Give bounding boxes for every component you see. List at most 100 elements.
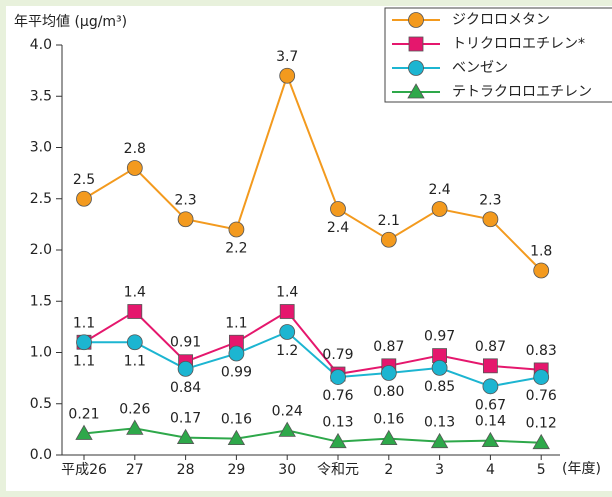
data-label: 0.87 xyxy=(373,339,404,355)
data-label: 0.67 xyxy=(475,397,506,413)
legend-marker xyxy=(408,36,424,52)
point-marker xyxy=(76,190,92,207)
data-label: 1.8 xyxy=(530,244,552,260)
data-label: 0.16 xyxy=(221,412,252,428)
data-label: 1.4 xyxy=(276,285,298,301)
y-tick-label: 2.0 xyxy=(30,242,52,258)
x-tick-label: 28 xyxy=(177,462,195,478)
x-tick-label: 2 xyxy=(384,462,393,478)
point-marker xyxy=(482,358,498,374)
data-label: 1.2 xyxy=(276,343,298,359)
data-label: 1.1 xyxy=(225,315,247,331)
y-tick-label: 0.5 xyxy=(30,396,52,412)
data-label: 0.14 xyxy=(475,414,506,430)
point-marker xyxy=(177,211,194,228)
point-marker xyxy=(533,262,550,279)
data-label: 0.13 xyxy=(424,415,455,431)
data-label: 2.2 xyxy=(225,241,247,257)
data-label: 0.16 xyxy=(373,412,404,428)
point-marker xyxy=(127,304,143,319)
data-label: 3.7 xyxy=(276,49,298,65)
point-marker xyxy=(126,419,144,435)
data-label: 0.99 xyxy=(221,365,252,381)
data-label: 2.8 xyxy=(124,141,146,157)
point-marker xyxy=(278,421,296,437)
data-label: 2.3 xyxy=(174,192,196,208)
y-tick-label: 1.5 xyxy=(30,293,52,309)
point-marker xyxy=(532,433,550,450)
point-marker xyxy=(279,324,296,340)
data-label: 0.84 xyxy=(170,380,201,396)
data-label: 2.5 xyxy=(73,172,95,188)
data-label: 0.79 xyxy=(322,347,353,363)
point-marker xyxy=(330,369,346,386)
point-marker xyxy=(481,431,500,448)
point-marker xyxy=(228,345,245,362)
series-line xyxy=(83,72,542,272)
x-tick-label: 令和元 xyxy=(317,462,359,478)
x-tick-label: 30 xyxy=(278,462,296,478)
data-label: 2.4 xyxy=(327,220,349,236)
point-marker xyxy=(330,201,346,217)
point-marker xyxy=(380,231,397,248)
x-tick-label: 5 xyxy=(537,462,546,478)
x-axis-label: (年度) xyxy=(562,461,601,477)
point-marker xyxy=(228,221,245,238)
x-tick-label: 29 xyxy=(227,462,245,478)
series-line xyxy=(83,427,542,444)
y-tick-label: 4.0 xyxy=(30,37,52,53)
legend-label: テトラクロロエチレン xyxy=(452,84,592,100)
y-tick-label: 3.5 xyxy=(30,88,52,104)
x-tick-label: 平成26 xyxy=(61,462,107,478)
data-label: 2.3 xyxy=(479,192,501,208)
y-tick-label: 1.0 xyxy=(30,345,52,361)
point-marker xyxy=(380,365,397,381)
data-label: 1.1 xyxy=(124,353,146,369)
data-label: 0.85 xyxy=(424,379,455,395)
legend-label: トリクロロエチレン* xyxy=(452,36,585,52)
data-label: 2.1 xyxy=(378,213,400,229)
data-label: 0.91 xyxy=(170,335,201,351)
data-label: 1.1 xyxy=(73,315,95,331)
legend-label: ジクロロメタン xyxy=(452,12,550,28)
point-marker xyxy=(430,432,449,449)
point-marker xyxy=(176,428,195,444)
data-label: 0.26 xyxy=(119,401,150,417)
point-marker xyxy=(76,334,92,351)
y-tick-label: 0.0 xyxy=(30,447,52,463)
y-tick-label: 3.0 xyxy=(30,140,52,156)
data-label: 0.87 xyxy=(475,339,506,355)
series-line xyxy=(83,310,542,376)
legend-label: ベンゼン xyxy=(452,60,508,76)
point-marker xyxy=(75,424,93,440)
x-tick-label: 3 xyxy=(435,462,444,478)
point-marker xyxy=(482,211,499,228)
point-marker xyxy=(329,432,347,449)
legend-marker xyxy=(408,12,424,28)
data-label: 0.12 xyxy=(526,416,557,432)
y-tick-label: 2.5 xyxy=(30,191,52,207)
data-label: 0.83 xyxy=(526,343,557,359)
data-label: 0.80 xyxy=(373,384,404,400)
x-tick-label: 27 xyxy=(126,462,144,478)
data-label: 2.4 xyxy=(428,182,450,198)
data-label: 0.24 xyxy=(272,403,303,419)
data-label: 0.17 xyxy=(170,411,201,427)
legend-marker xyxy=(408,60,424,76)
data-label: 0.97 xyxy=(424,329,455,345)
point-marker xyxy=(227,429,246,446)
point-marker xyxy=(431,359,448,376)
point-marker xyxy=(279,304,295,319)
point-marker xyxy=(177,360,194,377)
y-axis-label: 年平均値 (μg/m³) xyxy=(14,14,127,30)
point-marker xyxy=(279,67,296,84)
point-marker xyxy=(126,160,143,176)
point-marker xyxy=(126,334,143,351)
data-label: 0.13 xyxy=(322,415,353,431)
data-label: 0.76 xyxy=(526,388,557,404)
data-label: 0.76 xyxy=(322,388,353,404)
data-label: 1.4 xyxy=(124,285,146,301)
data-label: 1.1 xyxy=(73,353,95,369)
point-marker xyxy=(482,378,499,395)
